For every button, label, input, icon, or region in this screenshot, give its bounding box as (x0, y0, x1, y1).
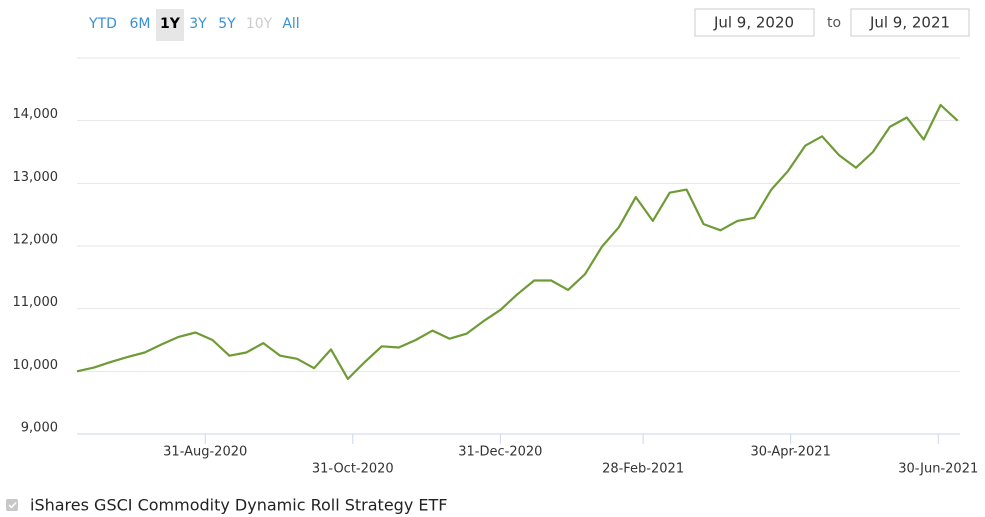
date-from[interactable]: Jul 9, 2020 (713, 14, 794, 32)
legend-label[interactable]: iShares GSCI Commodity Dynamic Roll Stra… (30, 496, 447, 515)
range-button[interactable]: All (282, 16, 299, 32)
x-tick-label: 30-Jun-2021 (898, 462, 978, 477)
x-tick-label: 31-Oct-2020 (312, 462, 394, 477)
date-to-box[interactable] (850, 8, 970, 37)
x-tick-label: 31-Aug-2020 (163, 445, 247, 460)
y-tick-label: 12,000 (13, 233, 59, 248)
y-tick-label: 11,000 (13, 295, 59, 310)
legend-checkbox[interactable] (6, 499, 18, 511)
range-button[interactable]: 5Y (218, 16, 236, 32)
legend-check (8, 501, 17, 509)
range-button[interactable]: 3Y (189, 16, 207, 32)
range-button[interactable]: 1Y (160, 16, 181, 32)
range-button[interactable]: 6M (130, 16, 151, 32)
y-tick-label: 9,000 (21, 421, 58, 436)
date-to[interactable]: Jul 9, 2021 (869, 14, 950, 32)
y-tick-label: 10,000 (13, 358, 59, 373)
x-tick-label: 28-Feb-2021 (602, 462, 684, 477)
y-tick-label: 14,000 (13, 107, 59, 122)
date-separator: to (827, 15, 841, 31)
y-tick-label: 13,000 (13, 170, 59, 185)
range-button[interactable]: YTD (88, 16, 117, 32)
date-from-box[interactable] (694, 8, 815, 37)
range-button: 10Y (246, 16, 273, 32)
series-line (76, 103, 959, 380)
x-tick-label: 30-Apr-2021 (750, 445, 830, 460)
range-button-bg[interactable] (156, 9, 184, 41)
x-tick-label: 31-Dec-2020 (458, 445, 542, 460)
